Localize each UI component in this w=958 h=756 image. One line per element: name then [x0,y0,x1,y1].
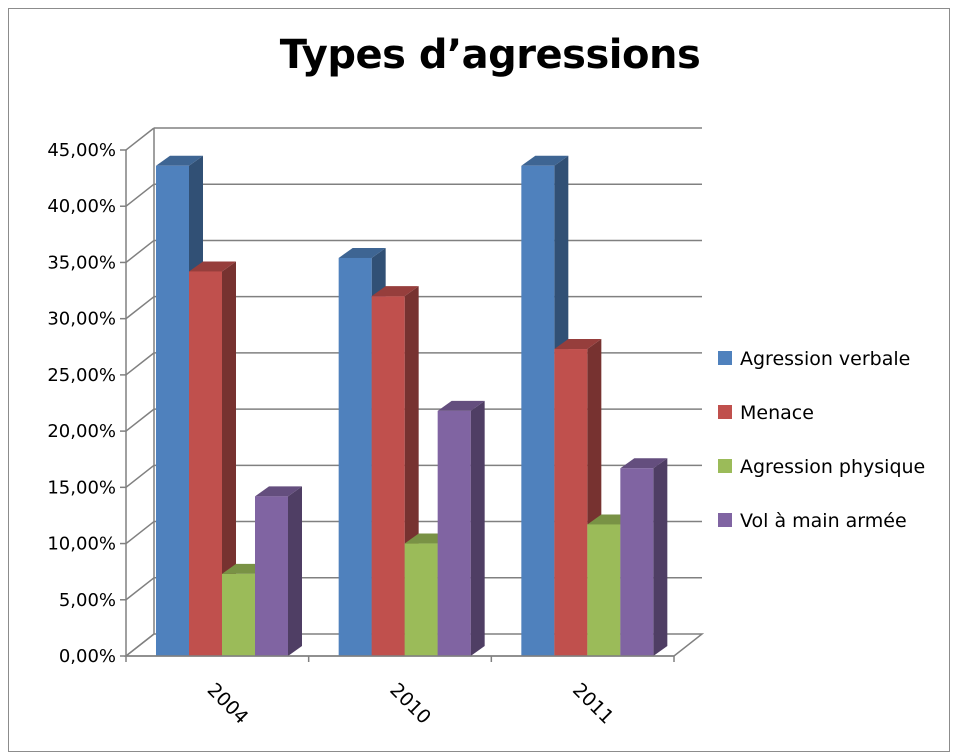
side-gridline [125,577,155,601]
legend-label: Agression physique [740,456,925,478]
y-tick-label: 20,00% [47,421,116,442]
bar-side [222,261,236,656]
side-gridline [125,408,155,432]
bar-side [470,400,485,656]
legend-label: Agression verbale [740,348,910,370]
y-tick-label: 5,00% [59,590,116,611]
bar-vol-à-main-armée-2011 [620,458,668,656]
bar-front [620,468,654,656]
bar-top [521,155,569,166]
legend-label: Menace [740,402,814,424]
y-tick-label: 10,00% [47,534,116,555]
legend-swatch [718,405,732,419]
legend-label: Vol à main armée [740,510,907,532]
bar-front [521,165,555,656]
side-gridline [125,296,155,320]
bar-front [587,524,621,656]
y-tick-label: 15,00% [47,477,116,498]
bar-front [437,410,471,656]
y-tick-label: 0,00% [59,646,116,667]
x-tick-label: 2004 [203,679,253,729]
bar-front [338,257,372,656]
bar-vol-à-main-armée-2010 [437,400,485,656]
bar-side [288,486,302,656]
bar-front [189,271,222,656]
bar-top [189,261,236,272]
bar-front [156,165,189,656]
bar-front [404,543,438,656]
legend-swatch [718,459,732,473]
bar-top [338,247,386,258]
chart-title: Types d’agressions [279,32,701,78]
side-gridline [125,352,155,376]
y-tick-label: 25,00% [47,365,116,386]
x-tick-label: 2010 [385,679,435,729]
y-tick-label: 40,00% [47,196,116,217]
bar-top [620,458,668,469]
bar-top [255,486,302,497]
side-gridline [125,183,155,207]
legend-swatch [718,351,732,365]
y-tick-label: 45,00% [47,140,116,161]
bar-top [371,286,419,297]
bar-front [554,349,588,656]
side-gridline [125,464,155,488]
side-gridline [125,239,155,264]
bar-top [554,339,602,350]
bar-side [653,458,668,656]
side-gridline [125,520,155,545]
side-gridline [125,633,155,657]
bar-top [437,400,485,411]
bar-top [156,155,203,166]
bar-front [371,296,405,656]
bar-front [222,573,255,656]
y-tick-label: 30,00% [47,309,116,330]
y-tick-label: 35,00% [47,252,116,273]
x-tick-label: 2011 [568,679,618,729]
legend-swatch [718,513,732,527]
bar-vol-à-main-armée-2004 [255,486,302,656]
bar-front [255,496,288,656]
legend: Agression verbale Menace Agression physiqu… [718,348,925,532]
bar-menace-2004 [189,261,236,656]
side-gridline [125,127,155,151]
bars [156,155,668,657]
